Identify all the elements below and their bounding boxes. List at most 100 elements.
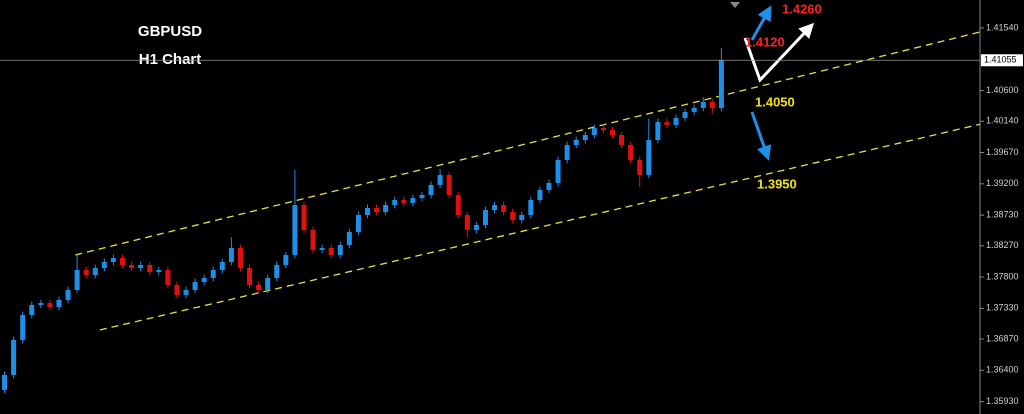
- y-tick-label: 1.36400: [986, 365, 1019, 375]
- candle-body: [637, 159, 643, 175]
- price-annotation: 1.4050: [755, 94, 795, 109]
- candle-body: [501, 205, 507, 212]
- candle-body: [546, 182, 552, 190]
- candle-body: [555, 159, 561, 183]
- candle-body: [673, 117, 679, 125]
- candle-body: [147, 265, 153, 273]
- candle-body: [537, 189, 543, 201]
- candle-body: [138, 265, 144, 269]
- candle-body: [709, 101, 715, 108]
- candle-body: [718, 60, 724, 108]
- y-tick-label: 1.37800: [986, 271, 1019, 281]
- candle-body: [600, 128, 606, 131]
- candle-body: [274, 265, 280, 278]
- candle-body: [646, 139, 652, 175]
- candle-body: [401, 200, 407, 204]
- candle-body: [392, 200, 398, 206]
- candle-body: [165, 270, 171, 285]
- candle-body: [265, 277, 271, 290]
- arrow-projection: [743, 22, 815, 83]
- candle-body: [301, 205, 307, 230]
- y-tick-label: 1.39670: [986, 147, 1019, 157]
- y-tick-label: 1.40600: [986, 85, 1019, 95]
- candle-body: [492, 205, 498, 210]
- candle-body: [682, 111, 688, 118]
- candle-body: [120, 257, 125, 266]
- price-annotation: 1.4120: [745, 34, 785, 49]
- arrow-up: [750, 5, 772, 41]
- candle-body: [510, 211, 516, 220]
- candle-body: [101, 262, 107, 269]
- candle-body: [129, 265, 135, 269]
- candle-body: [256, 284, 262, 290]
- candle-body: [174, 284, 180, 295]
- candle-body: [337, 244, 343, 255]
- candle-body: [74, 270, 80, 290]
- candle-body: [210, 270, 216, 278]
- arrow-down: [750, 111, 772, 161]
- candle-body: [319, 247, 325, 250]
- y-tick-label: 1.40140: [986, 116, 1019, 126]
- candle-body: [156, 270, 162, 273]
- shift-marker: [730, 2, 740, 8]
- candle-body: [328, 247, 334, 255]
- candle-body: [655, 121, 661, 140]
- candle-body: [564, 144, 570, 160]
- candle-body: [519, 214, 525, 220]
- candle-body: [455, 195, 461, 215]
- candle-body: [446, 174, 452, 196]
- candle-body: [573, 139, 579, 145]
- candle-body: [619, 135, 625, 145]
- candle-body: [292, 205, 298, 255]
- candle-body: [92, 268, 98, 276]
- price-annotation: 1.4260: [782, 1, 822, 16]
- candle-body: [247, 268, 253, 285]
- candle-body: [582, 135, 588, 140]
- candle-body: [38, 302, 44, 305]
- candle-body: [29, 304, 35, 315]
- current-price-box: [981, 54, 1023, 67]
- candle-body: [283, 254, 289, 266]
- candle-body: [355, 214, 361, 232]
- candle-body: [528, 200, 534, 215]
- y-tick-label: 1.36870: [986, 333, 1019, 343]
- candle-body: [219, 262, 225, 271]
- candle-body: [110, 257, 116, 263]
- candle-body: [610, 130, 615, 136]
- candle-body: [65, 289, 71, 300]
- y-tick-label: 1.39200: [986, 178, 1019, 188]
- candle-body: [464, 214, 470, 230]
- y-tick-label: 1.41540: [986, 22, 1019, 32]
- y-tick-label: 1.38730: [986, 210, 1019, 220]
- candle-body: [228, 247, 234, 263]
- candle-body: [700, 101, 706, 108]
- candle-body: [183, 289, 189, 295]
- candle-body: [346, 231, 352, 245]
- candle-body: [310, 229, 316, 250]
- price-annotation: 1.3950: [757, 176, 797, 191]
- candle-body: [664, 121, 670, 125]
- chart-subtitle: H1 Chart: [139, 51, 202, 68]
- candle-body: [11, 340, 17, 375]
- candle-body: [2, 374, 8, 390]
- candle-body: [691, 107, 697, 112]
- candle-body: [419, 195, 425, 199]
- candle-body: [591, 128, 597, 136]
- current-price-label: 1.41055: [984, 55, 1017, 65]
- y-tick-label: 1.35930: [986, 396, 1019, 406]
- candle-body: [437, 174, 443, 185]
- candle-body: [237, 247, 243, 269]
- candle-body: [83, 270, 89, 276]
- chart-title: GBPUSD: [138, 23, 202, 40]
- candle-body: [192, 281, 198, 290]
- candle-body: [56, 299, 62, 307]
- y-tick-label: 1.37330: [986, 303, 1019, 313]
- candle-body: [365, 207, 370, 215]
- candle-body: [201, 277, 207, 282]
- candle-body: [374, 207, 380, 212]
- candle-body: [473, 224, 479, 230]
- y-tick-label: 1.38270: [986, 240, 1019, 250]
